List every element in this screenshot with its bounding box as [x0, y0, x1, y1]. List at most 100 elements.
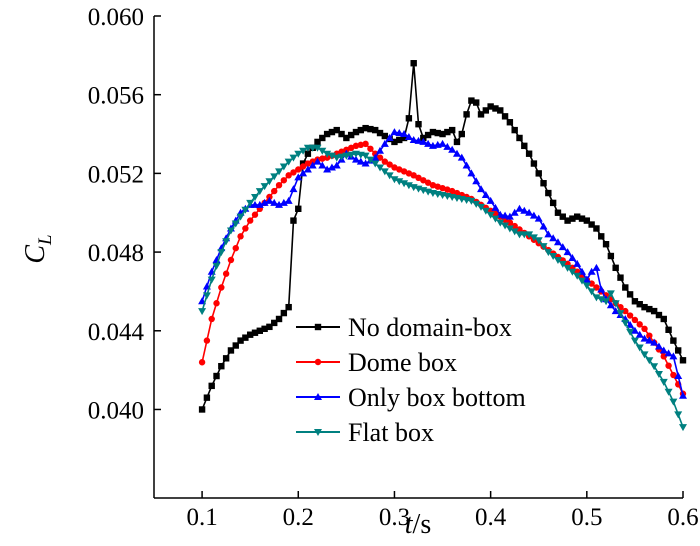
data-point [218, 284, 225, 291]
data-point [516, 134, 523, 142]
data-point [347, 131, 355, 139]
data-point [232, 342, 239, 349]
data-point [457, 153, 466, 161]
data-point [640, 334, 649, 342]
data-point [231, 220, 240, 228]
data-point [400, 130, 409, 138]
data-point [477, 111, 485, 118]
data-point [237, 233, 244, 240]
data-point [362, 124, 369, 132]
data-point [261, 325, 268, 333]
legend-marker [314, 429, 322, 436]
data-point [679, 424, 687, 432]
data-point [669, 352, 678, 360]
data-point [506, 219, 514, 226]
data-point [578, 277, 587, 285]
data-point [636, 301, 643, 308]
data-point [241, 206, 250, 214]
data-point [670, 371, 677, 379]
data-point [275, 315, 283, 323]
data-point [318, 161, 327, 169]
data-point [313, 144, 322, 152]
data-point [641, 325, 648, 333]
data-point [372, 126, 379, 134]
x-axis-label-main: t [405, 509, 414, 540]
data-point [290, 169, 297, 176]
data-point [356, 157, 365, 165]
data-point [434, 183, 441, 190]
data-point [367, 125, 374, 133]
data-point [308, 161, 317, 169]
data-point [361, 159, 370, 167]
legend: No domain-box Dome box Only box bottom Flat… [296, 313, 526, 447]
data-point [400, 168, 408, 175]
x-tick-label: 0.1 [186, 504, 217, 531]
data-point [622, 284, 629, 291]
data-point [415, 121, 422, 128]
data-point [482, 107, 490, 114]
data-point [347, 144, 355, 152]
data-point [520, 206, 529, 214]
data-point [631, 316, 639, 324]
data-point [405, 170, 413, 177]
data-point [468, 97, 475, 104]
data-point [558, 260, 567, 268]
data-point [650, 307, 658, 315]
data-point [357, 126, 364, 134]
legend-label: Flat box [348, 418, 434, 447]
data-point [227, 256, 235, 264]
x-tick-label: 0.3 [379, 504, 410, 531]
data-point [217, 249, 226, 257]
data-point [303, 165, 312, 173]
data-point [299, 147, 308, 155]
data-point [203, 394, 211, 401]
data-point [404, 132, 413, 140]
legend-label: Only box bottom [348, 383, 526, 412]
data-point [473, 99, 480, 106]
data-point [415, 174, 422, 182]
data-point [525, 231, 534, 239]
data-point [351, 155, 360, 163]
data-point [611, 300, 620, 308]
data-point [574, 213, 581, 220]
data-point [553, 256, 562, 264]
data-point [376, 146, 385, 154]
data-point [371, 160, 380, 168]
data-point [332, 161, 341, 169]
data-point [606, 301, 615, 309]
data-point [275, 168, 284, 176]
data-point [606, 290, 615, 298]
data-point [467, 197, 476, 205]
data-point [448, 187, 456, 195]
data-point [592, 294, 601, 302]
data-point [635, 330, 644, 338]
data-point [299, 169, 308, 177]
data-point [679, 391, 687, 399]
data-point [587, 267, 596, 275]
data-point [472, 200, 481, 208]
series-flat-box [198, 144, 687, 432]
data-point [578, 215, 586, 222]
x-axis-label-unit: /s [413, 509, 432, 540]
y-tick-label: 0.052 [88, 161, 144, 188]
data-point [516, 226, 523, 233]
data-point [270, 198, 279, 206]
data-point [491, 203, 500, 211]
data-point [582, 282, 591, 290]
data-point [342, 152, 351, 160]
data-point [491, 215, 500, 223]
data-point [530, 160, 538, 167]
data-point [674, 411, 683, 419]
data-point [646, 305, 653, 313]
data-point [439, 130, 446, 138]
data-point [304, 160, 312, 167]
legend-item: Flat box [296, 418, 434, 447]
data-point [630, 337, 639, 345]
data-point [429, 181, 437, 189]
data-point [592, 263, 601, 271]
data-point [198, 406, 206, 413]
data-point [467, 169, 476, 177]
data-point [222, 355, 230, 362]
data-point [501, 211, 510, 219]
data-point [501, 113, 509, 120]
